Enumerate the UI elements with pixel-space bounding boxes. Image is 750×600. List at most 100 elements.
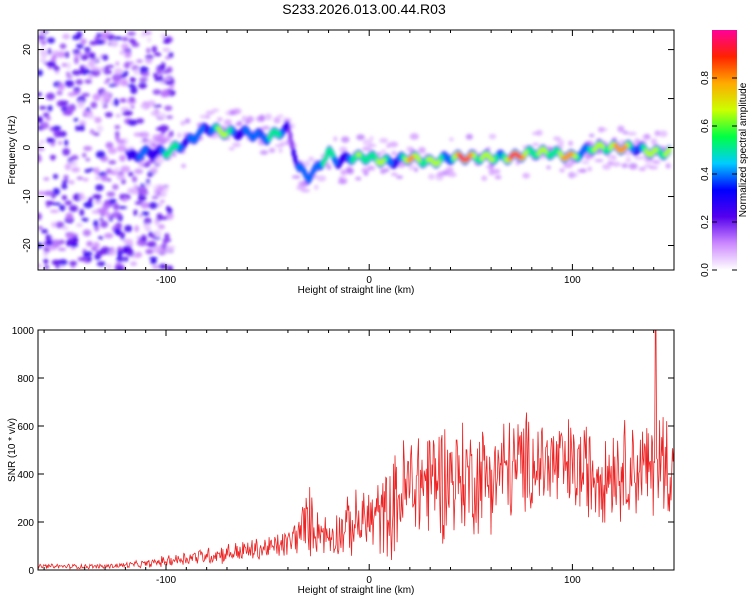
ridge-cell bbox=[284, 120, 290, 131]
halo-blob bbox=[568, 140, 574, 147]
noise-blob bbox=[157, 112, 167, 119]
noise-blob bbox=[58, 259, 68, 266]
noise-blob bbox=[122, 36, 129, 42]
noise-blob bbox=[136, 240, 145, 246]
halo-blob bbox=[418, 146, 426, 154]
noise-blob bbox=[116, 174, 126, 181]
noise-blob bbox=[96, 124, 104, 133]
halo-blob bbox=[371, 165, 376, 172]
noise-blob bbox=[166, 115, 174, 120]
halo-blob bbox=[277, 114, 284, 118]
snr-x-label: Height of straight line (km) bbox=[298, 585, 415, 596]
noise-blob bbox=[104, 200, 111, 205]
noise-blob bbox=[120, 78, 129, 87]
ridge-cell bbox=[380, 158, 386, 164]
halo-blob bbox=[235, 122, 243, 127]
noise-blob bbox=[101, 91, 111, 99]
halo-blob bbox=[408, 163, 415, 171]
halo-blob bbox=[341, 136, 350, 143]
halo-blob bbox=[607, 160, 614, 166]
noise-blob bbox=[94, 176, 101, 180]
colorbar: 0.0 0.2 0.4 0.6 0.8 Normalized spectral ampl… bbox=[700, 30, 749, 277]
halo-blob bbox=[658, 130, 668, 138]
noise-blob bbox=[57, 82, 65, 91]
halo-blob bbox=[638, 167, 646, 172]
noise-blob bbox=[71, 69, 82, 76]
noise-blob bbox=[133, 209, 138, 216]
noise-blob bbox=[82, 152, 87, 158]
ridge-cell bbox=[494, 154, 500, 161]
noise-blob bbox=[127, 31, 136, 36]
noise-blob bbox=[52, 187, 61, 196]
noise-blob bbox=[112, 202, 120, 211]
noise-blob bbox=[134, 225, 140, 233]
noise-blob bbox=[141, 211, 150, 216]
halo-blob bbox=[594, 158, 604, 163]
noise-blob bbox=[153, 245, 163, 254]
noise-blob bbox=[112, 184, 119, 191]
ridge-level bbox=[457, 152, 522, 162]
noise-blob bbox=[104, 111, 113, 118]
ridge-cell bbox=[600, 143, 605, 150]
halo-blob bbox=[157, 133, 165, 139]
noise-blob bbox=[38, 69, 43, 77]
halo-blob bbox=[629, 166, 637, 170]
halo-blob bbox=[291, 175, 301, 179]
ridge-cell bbox=[416, 156, 421, 163]
noise-blob bbox=[48, 138, 56, 143]
halo-blob bbox=[133, 168, 144, 175]
halo-blob bbox=[296, 185, 306, 191]
noise-blob bbox=[166, 265, 174, 270]
halo-blob bbox=[559, 168, 565, 173]
x-tick-label: 0 bbox=[366, 275, 372, 286]
noise-blob bbox=[44, 190, 54, 196]
halo-blob bbox=[531, 131, 539, 135]
noise-blob bbox=[158, 202, 163, 207]
noise-blob bbox=[135, 235, 142, 240]
noise-blob bbox=[119, 50, 124, 55]
halo-blob bbox=[139, 131, 150, 138]
noise-blob bbox=[90, 68, 101, 77]
noise-blob bbox=[127, 187, 136, 194]
noise-blob bbox=[43, 258, 49, 265]
noise-blob bbox=[94, 167, 100, 175]
halo-blob bbox=[259, 114, 265, 122]
snr-series-line bbox=[38, 330, 674, 570]
noise-blob bbox=[160, 128, 166, 135]
noise-blob bbox=[38, 263, 42, 269]
halo-blob bbox=[264, 113, 272, 121]
halo-blob bbox=[149, 167, 156, 174]
spectrogram-y-label: Frequency (Hz) bbox=[7, 116, 18, 185]
noise-blob bbox=[162, 40, 171, 44]
noise-blob bbox=[145, 249, 154, 255]
colorbar-label: Normalized spectral amplitude bbox=[738, 82, 749, 217]
halo-blob bbox=[488, 133, 497, 140]
noise-blob bbox=[137, 186, 148, 194]
halo-blob bbox=[385, 168, 390, 173]
noise-blob bbox=[118, 205, 128, 210]
halo-blob bbox=[154, 162, 160, 168]
noise-blob bbox=[102, 202, 110, 211]
colorbar-tick-label: 0.2 bbox=[700, 215, 711, 229]
noise-blob bbox=[38, 92, 43, 97]
noise-blob bbox=[76, 176, 84, 180]
noise-blob bbox=[94, 116, 102, 124]
halo-blob bbox=[356, 134, 365, 141]
noise-blob bbox=[46, 238, 54, 247]
halo-blob bbox=[273, 116, 281, 124]
halo-blob bbox=[229, 111, 236, 115]
halo-blob bbox=[340, 169, 348, 176]
noise-blob bbox=[126, 84, 136, 88]
noise-blob bbox=[106, 178, 112, 182]
noise-blob bbox=[160, 61, 166, 70]
noise-blob bbox=[163, 76, 172, 83]
noise-blob bbox=[119, 193, 124, 201]
noise-blob bbox=[81, 217, 89, 222]
noise-blob bbox=[129, 77, 136, 83]
noise-blob bbox=[81, 92, 90, 97]
halo-blob bbox=[654, 130, 661, 137]
noise-blob bbox=[86, 240, 93, 247]
